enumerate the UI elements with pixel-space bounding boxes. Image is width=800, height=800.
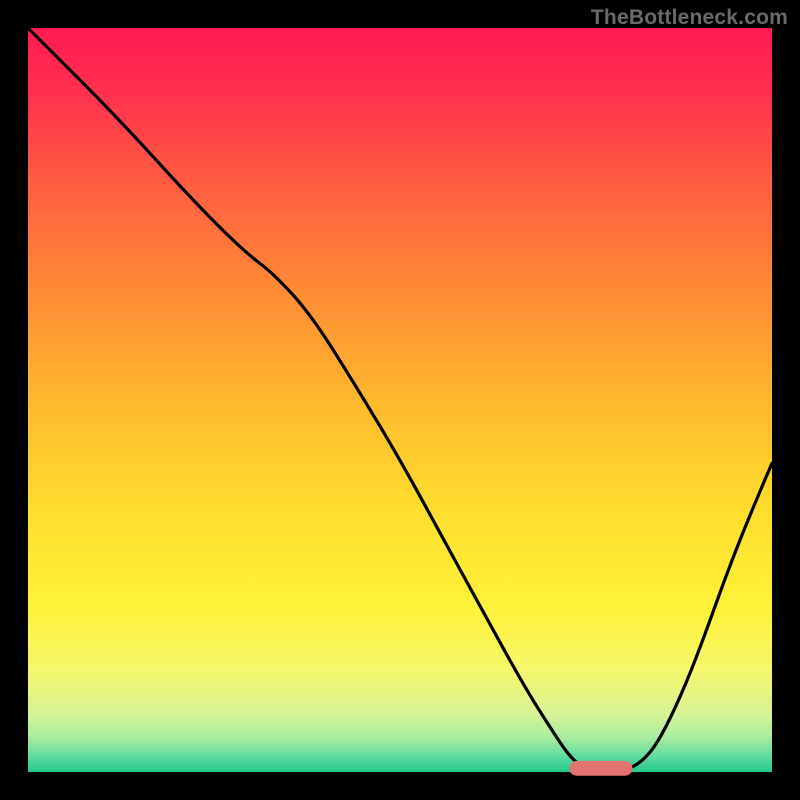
optimal-range-marker — [569, 761, 632, 776]
watermark-text: TheBottleneck.com — [591, 6, 788, 30]
bottleneck-chart — [0, 0, 800, 800]
chart-background — [28, 28, 772, 772]
